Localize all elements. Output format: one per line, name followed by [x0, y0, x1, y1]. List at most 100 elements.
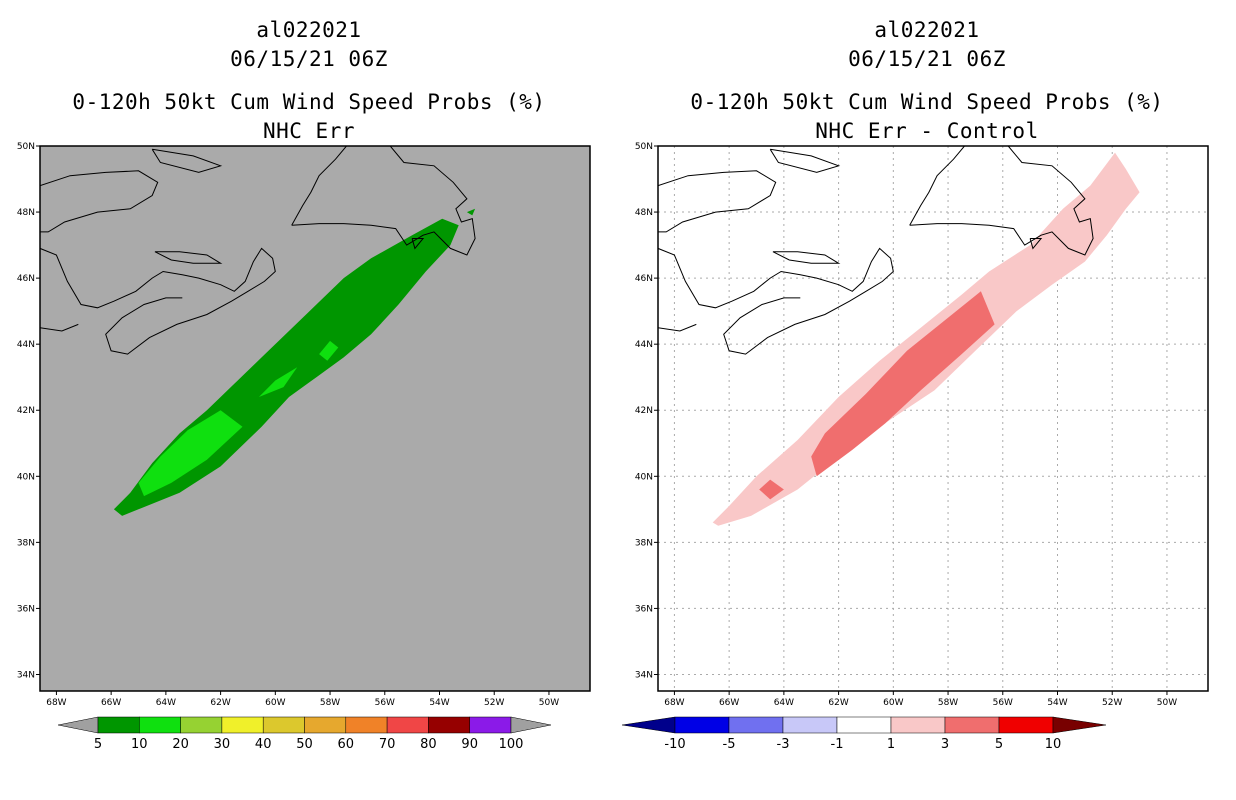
- colorbar-label: 60: [338, 737, 355, 752]
- probability-contour: [258, 367, 298, 397]
- colorbar-swatch: [345, 716, 388, 734]
- coastline: [291, 146, 476, 256]
- coastline: [154, 251, 223, 264]
- colorbar-swatch: [782, 716, 838, 734]
- chart-title: 0-120h 50kt Cum Wind Speed Probs (%): [72, 90, 546, 114]
- colorbar-swatch: [836, 716, 892, 734]
- probability-contour: [811, 291, 995, 477]
- right-panel: al022021 06/15/21 06Z 0-120h 50kt Cum Wi…: [618, 0, 1236, 800]
- left-panel: al022021 06/15/21 06Z 0-120h 50kt Cum Wi…: [17, 18, 591, 752]
- colorbar-swatch: [469, 716, 512, 734]
- coastline: [909, 146, 1094, 256]
- colorbar-swatch: [262, 716, 305, 734]
- x-tick-label: 58W: [320, 698, 340, 707]
- x-tick-label: 56W: [993, 698, 1013, 707]
- probability-contour: [759, 479, 784, 500]
- colorbar-swatch: [944, 716, 1000, 734]
- x-tick-label: 52W: [1102, 698, 1122, 707]
- x-tick-label: 66W: [101, 698, 121, 707]
- colorbar-label: 3: [941, 737, 949, 752]
- colorbar-label: -10: [664, 737, 685, 752]
- coastline: [772, 251, 841, 264]
- y-tick-label: 40N: [635, 472, 653, 482]
- colorbar-label: 90: [461, 737, 478, 752]
- y-tick-label: 44N: [635, 340, 653, 350]
- colorbar-swatch: [674, 716, 730, 734]
- y-tick-label: 44N: [17, 340, 35, 350]
- colorbar-label: 100: [499, 737, 524, 752]
- x-tick-label: 58W: [938, 698, 958, 707]
- coastline: [658, 323, 697, 332]
- colorbar-swatch: [428, 716, 470, 734]
- probability-contour: [138, 410, 243, 497]
- colorbar-label: 10: [1045, 737, 1062, 752]
- x-tick-label: 56W: [375, 698, 395, 707]
- x-tick-label: 64W: [774, 698, 794, 707]
- colorbar-swatch: [386, 716, 429, 734]
- storm-id: al022021: [874, 18, 980, 42]
- colorbar: 5 10 20 30 40 50 60 70 80 90 100: [57, 716, 552, 752]
- x-tick-label: 64W: [156, 698, 176, 707]
- x-tick-label: 68W: [664, 698, 684, 707]
- colorbar-swatch: [304, 716, 347, 734]
- coastline: [909, 146, 965, 226]
- y-tick-label: 46N: [17, 274, 35, 284]
- colorbar-swatch: [728, 716, 784, 734]
- y-tick-label: 34N: [17, 670, 35, 680]
- colorbar-right-arrow: [510, 716, 552, 734]
- y-tick-label: 38N: [17, 538, 35, 548]
- chart-subtitle: NHC Err: [262, 119, 355, 143]
- y-tick-label: 42N: [17, 406, 35, 416]
- colorbar-label: 10: [131, 737, 148, 752]
- x-tick-label: 66W: [719, 698, 739, 707]
- colorbar: -10 -5 -3 -1 1 3 5 10: [621, 716, 1107, 752]
- coastline: [40, 247, 276, 355]
- y-tick-label: 50N: [17, 142, 35, 152]
- colorbar-swatch: [998, 716, 1054, 734]
- colorbar-label: 70: [379, 737, 396, 752]
- datetime: 06/15/21 06Z: [848, 47, 1006, 71]
- colorbar-swatch: [890, 716, 946, 734]
- y-tick-label: 42N: [635, 406, 653, 416]
- colorbar-swatch: [97, 716, 140, 734]
- x-tick-label: 62W: [828, 698, 848, 707]
- coastline: [151, 148, 223, 173]
- colorbar-label: -1: [831, 737, 844, 752]
- y-tick-label: 48N: [17, 208, 35, 218]
- y-tick-label: 50N: [635, 142, 653, 152]
- x-tick-label: 60W: [883, 698, 903, 707]
- coastline: [1029, 238, 1043, 250]
- colorbar-right-arrow: [1052, 716, 1107, 734]
- colorbar-label: 40: [255, 737, 272, 752]
- y-tick-label: 36N: [17, 604, 35, 614]
- colorbar-label: 5: [94, 737, 102, 752]
- colorbar-swatch: [180, 716, 223, 734]
- y-tick-label: 48N: [635, 208, 653, 218]
- x-tick-label: 52W: [484, 698, 504, 707]
- colorbar-left-arrow: [621, 716, 676, 734]
- colorbar-label: 30: [214, 737, 231, 752]
- colorbar-label: 20: [172, 737, 189, 752]
- plot-area: [40, 146, 476, 516]
- probability-map: 68W 66W 64W 62W 60W 58W 56W 54W 52W 50W 50N 48N 46N 4…: [17, 142, 591, 707]
- datetime: 06/15/21 06Z: [230, 47, 388, 71]
- colorbar-label: 1: [887, 737, 895, 752]
- coastline: [658, 247, 894, 355]
- x-tick-label: 60W: [265, 698, 285, 707]
- plot-frame: [657, 145, 1209, 692]
- x-tick-label: 50W: [539, 698, 559, 707]
- x-tick-label: 50W: [1157, 698, 1177, 707]
- plot-area: [658, 146, 1208, 691]
- plot-background: [40, 146, 590, 691]
- y-tick-label: 46N: [635, 274, 653, 284]
- colorbar-left-arrow: [57, 716, 99, 734]
- coastline: [658, 170, 777, 233]
- y-tick-label: 36N: [635, 604, 653, 614]
- difference-map: 68W 66W 64W 62W 60W 58W 56W 54W 52W 50W 50N 48N 46N 4…: [635, 142, 1209, 707]
- x-tick-label: 68W: [46, 698, 66, 707]
- x-tick-label: 54W: [429, 698, 449, 707]
- colorbar-label: 5: [995, 737, 1003, 752]
- colorbar-label: 50: [296, 737, 313, 752]
- coastline: [769, 148, 841, 173]
- colorbar-swatch: [139, 716, 181, 734]
